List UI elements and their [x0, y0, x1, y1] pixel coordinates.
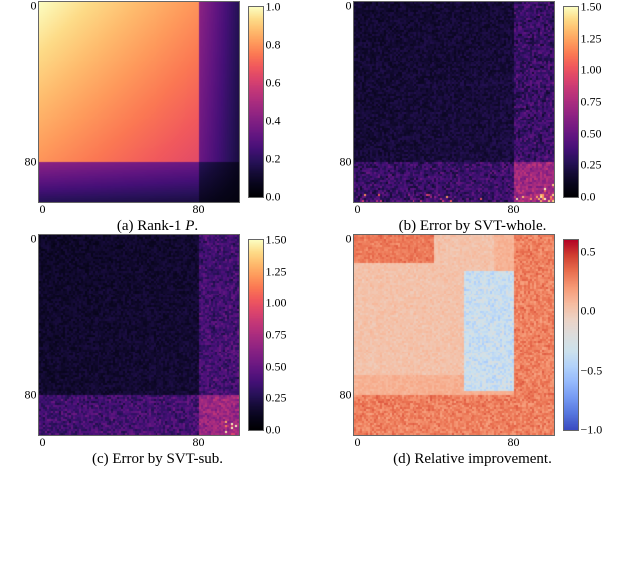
caption-b: (b) Error by SVT-whole.	[399, 218, 547, 235]
subplot-a: 0 80 0 80 0.0 0.2 0.4 0.6 0.8 1.0 (a) Rank-1 P.	[0, 2, 315, 235]
colorbar-tick-label: 0.50	[263, 359, 287, 374]
x-tick-label: 80	[193, 202, 205, 217]
caption-text: .	[194, 218, 198, 234]
colorbar-tick-label: 1.00	[578, 63, 602, 78]
plot-area-a: 0 80 0 80 0.0 0.2 0.4 0.6 0.8 1.0	[17, 2, 299, 216]
caption-a: (a) Rank-1 P.	[117, 218, 198, 235]
subplot-d: 0 80 0 80 −1.0 −0.5 0.0 0.5 (d) Relative improve…	[315, 235, 630, 468]
y-tick-label: 0	[332, 0, 352, 14]
colorbar-tick-label: 1.0	[263, 0, 281, 15]
plot-area-d: 0 80 0 80 −1.0 −0.5 0.0 0.5	[332, 235, 614, 449]
caption-c: (c) Error by SVT-sub.	[92, 451, 223, 468]
subplot-c: 0 80 0 80 0.0 0.25 0.50 0.75 1.00 1.25 1.50 (c) Err…	[0, 235, 315, 468]
x-tick-label: 80	[508, 202, 520, 217]
y-tick-label: 0	[17, 232, 37, 247]
colorbar-tick-label: −0.5	[578, 363, 603, 378]
x-tick-label: 0	[355, 435, 361, 450]
x-tick-label: 0	[40, 202, 46, 217]
colorbar-tick-label: 1.50	[578, 0, 602, 15]
y-tick-label: 80	[17, 155, 37, 170]
colorbar-tick-label: 0.0	[578, 304, 596, 319]
colorbar-tick-label: −1.0	[578, 423, 603, 438]
y-tick-label: 80	[332, 388, 352, 403]
x-axis-c: 0 80	[39, 435, 239, 449]
colorbar-c: 0.00.250.500.751.001.251.50	[249, 240, 299, 430]
colorbar-strip	[564, 240, 578, 430]
x-axis-b: 0 80	[354, 202, 554, 216]
colorbar-tick-label: 1.50	[263, 233, 287, 248]
caption-text: (c) Error by SVT-sub.	[92, 451, 223, 467]
colorbar-tick-label: 0.0	[578, 190, 596, 205]
x-axis-d: 0 80	[354, 435, 554, 449]
caption-text: (a) Rank-1	[117, 218, 185, 234]
colorbar-strip	[249, 7, 263, 197]
colorbar-tick-label: 1.25	[578, 31, 602, 46]
caption-text: (b) Error by SVT-whole.	[399, 218, 547, 234]
heatmap-d	[354, 235, 554, 435]
heatmap-b	[354, 2, 554, 202]
colorbar-tick-label: 0.25	[263, 391, 287, 406]
colorbar-tick-label: 0.6	[263, 76, 281, 91]
y-tick-label: 0	[332, 232, 352, 247]
y-axis-b: 0 80	[332, 2, 354, 202]
x-tick-label: 80	[193, 435, 205, 450]
y-axis-a: 0 80	[17, 2, 39, 202]
caption-d: (d) Relative improvement.	[393, 451, 552, 468]
x-axis-a: 0 80	[39, 202, 239, 216]
y-tick-label: 80	[17, 388, 37, 403]
colorbar-tick-label: 1.00	[263, 296, 287, 311]
y-axis-c: 0 80	[17, 235, 39, 435]
plot-area-c: 0 80 0 80 0.0 0.25 0.50 0.75 1.00 1.25 1.50	[17, 235, 299, 449]
colorbar-b: 0.00.250.500.751.001.251.50	[564, 7, 614, 197]
figure-grid: 0800800.00.20.40.60.81.0(a) Rank-1 P.080…	[0, 0, 630, 468]
colorbar-tick-label: 0.50	[578, 126, 602, 141]
colorbar-tick-label: 0.25	[578, 158, 602, 173]
colorbar-strip	[564, 7, 578, 197]
x-tick-label: 80	[508, 435, 520, 450]
y-axis-d: 0 80	[332, 235, 354, 435]
colorbar-tick-label: 0.5	[578, 244, 596, 259]
heatmap-a	[39, 2, 239, 202]
heatmap-c	[39, 235, 239, 435]
colorbar-tick-label: 0.75	[263, 328, 287, 343]
plot-area-b: 0 80 0 80 0.0 0.25 0.50 0.75 1.00 1.25 1.50	[332, 2, 614, 216]
x-tick-label: 0	[40, 435, 46, 450]
colorbar-tick-label: 0.2	[263, 152, 281, 167]
y-tick-label: 0	[17, 0, 37, 14]
x-tick-label: 0	[355, 202, 361, 217]
colorbar-tick-label: 0.8	[263, 38, 281, 53]
caption-math: P	[185, 218, 194, 234]
caption-text: (d) Relative improvement.	[393, 451, 552, 467]
colorbar-tick-label: 0.0	[263, 190, 281, 205]
colorbar-tick-label: 0.0	[263, 423, 281, 438]
colorbar-d: −1.0−0.50.00.5	[564, 240, 614, 430]
y-tick-label: 80	[332, 155, 352, 170]
colorbar-a: 0.00.20.40.60.81.0	[249, 7, 299, 197]
colorbar-strip	[249, 240, 263, 430]
subplot-b: 0 80 0 80 0.0 0.25 0.50 0.75 1.00 1.25 1.50 (b) Err…	[315, 2, 630, 235]
colorbar-tick-label: 0.4	[263, 114, 281, 129]
colorbar-tick-label: 1.25	[263, 264, 287, 279]
colorbar-tick-label: 0.75	[578, 95, 602, 110]
